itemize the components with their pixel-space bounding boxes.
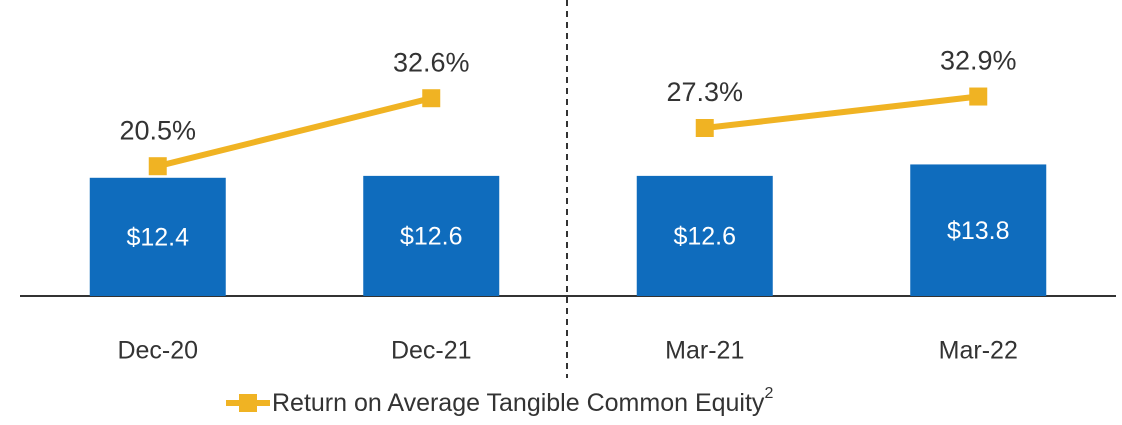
line-value-label: 32.9% — [940, 46, 1017, 76]
bar-value-label: $12.6 — [400, 223, 463, 251]
legend-marker — [239, 394, 257, 412]
line-value-label: 27.3% — [666, 77, 743, 107]
line-value-label: 20.5% — [119, 115, 196, 145]
line-marker — [695, 118, 714, 137]
bar — [910, 164, 1047, 296]
legend-footnote: 2 — [764, 385, 773, 402]
bar — [636, 175, 773, 296]
bar — [89, 177, 226, 296]
x-tick-label: Dec-20 — [117, 337, 198, 365]
x-tick-label: Mar-22 — [939, 337, 1018, 365]
line-marker — [969, 87, 988, 106]
line-marker — [148, 157, 167, 176]
x-tick-label: Mar-21 — [665, 337, 744, 365]
line — [704, 93, 979, 131]
bar-value-label: $13.8 — [947, 217, 1010, 245]
legend-text: Return on Average Tangible Common Equity — [272, 389, 765, 417]
x-tick-label: Dec-21 — [391, 337, 472, 365]
bar-value-label: $12.4 — [126, 224, 189, 252]
bar-value-label: $12.6 — [673, 223, 736, 251]
line-marker — [422, 89, 441, 108]
bar — [363, 175, 500, 296]
line — [157, 95, 432, 170]
legend-label: Return on Average Tangible Common Equity… — [272, 385, 773, 416]
line-value-label: 32.6% — [393, 47, 470, 77]
